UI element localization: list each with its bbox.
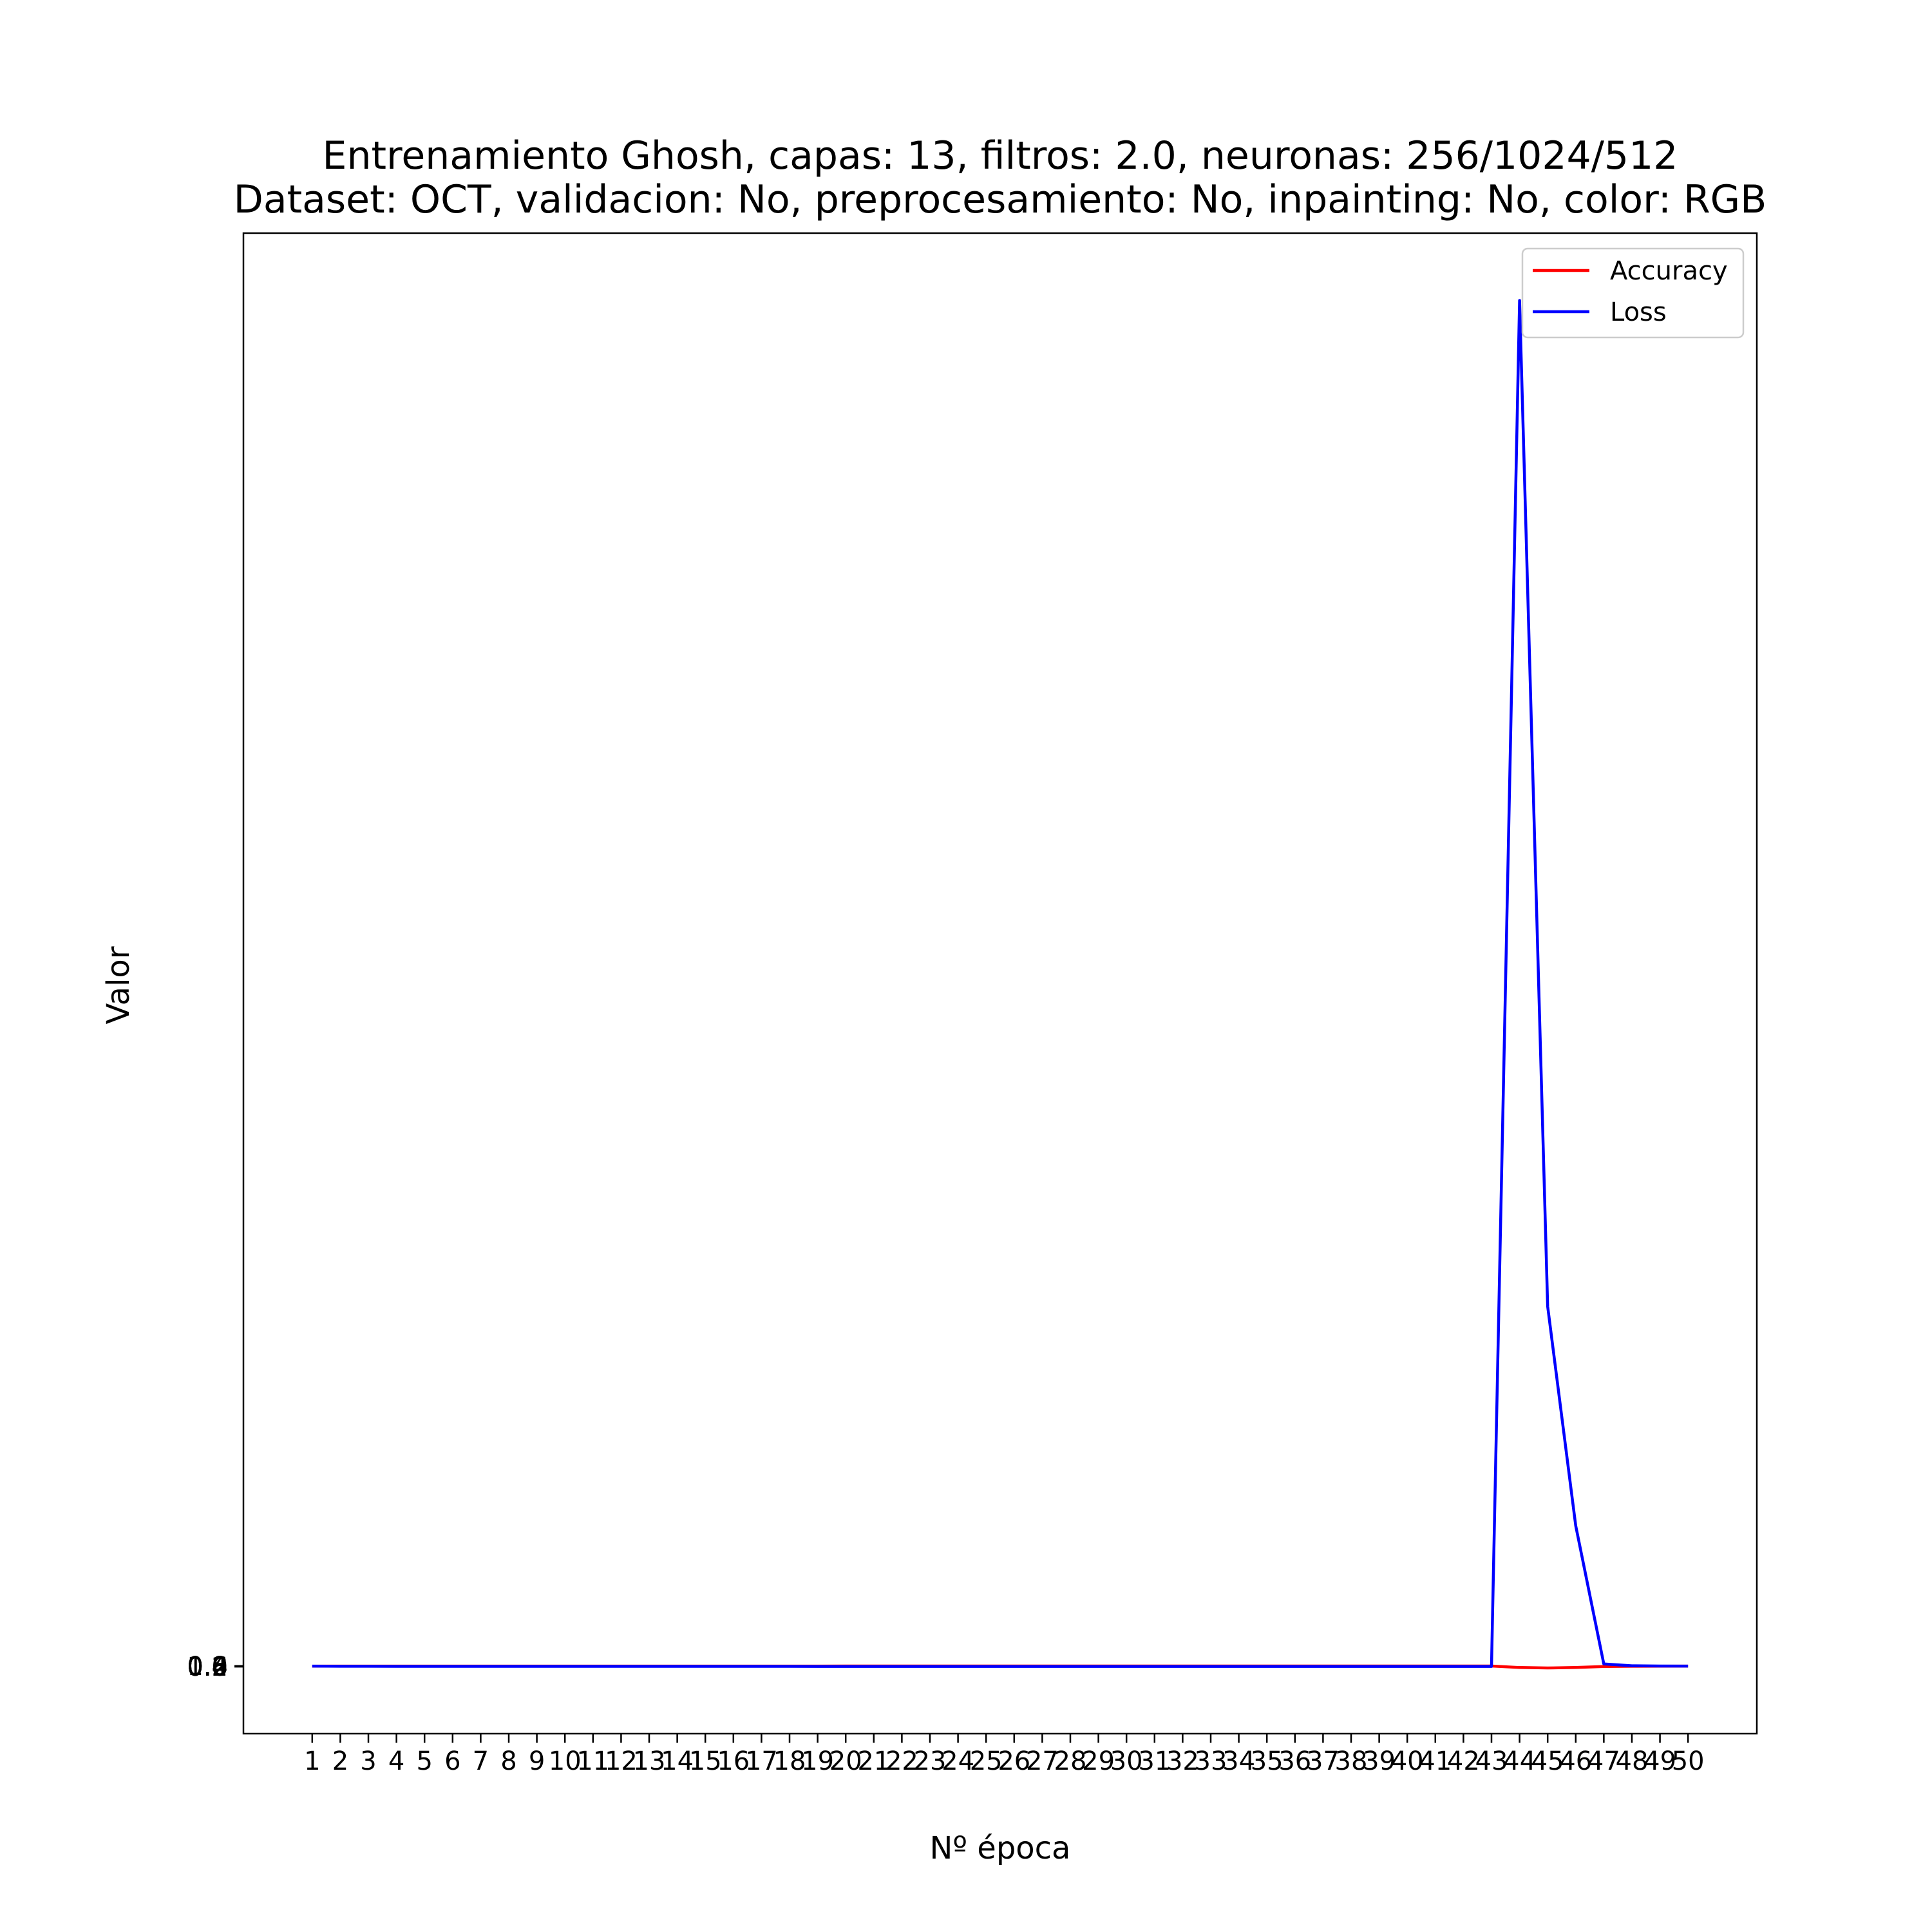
y-tick-label: 1.0	[187, 1652, 228, 1681]
x-tick-label: 37	[1307, 1747, 1340, 1776]
x-tick-label: 50	[1672, 1747, 1705, 1776]
x-tick-label: 16	[717, 1747, 750, 1776]
x-tick-label: 22	[886, 1747, 918, 1776]
x-tick-label: 20	[829, 1747, 862, 1776]
x-tick-label: 28	[1054, 1747, 1087, 1776]
series-line-loss	[312, 299, 1689, 1668]
x-tick-label: 21	[857, 1747, 890, 1776]
x-tick-label: 25	[970, 1747, 1003, 1776]
x-tick-label: 27	[1026, 1747, 1059, 1776]
x-tick-label: 24	[942, 1747, 974, 1776]
x-tick-label: 45	[1531, 1747, 1564, 1776]
x-tick-label: 18	[773, 1747, 806, 1776]
x-tick-label: 44	[1503, 1747, 1536, 1776]
x-tick-label: 10	[549, 1747, 582, 1776]
x-tick-label: 3	[360, 1747, 376, 1776]
x-tick-label: 31	[1138, 1747, 1171, 1776]
x-tick-label: 40	[1391, 1747, 1424, 1776]
x-tick-label: 8	[500, 1747, 516, 1776]
x-tick-label: 7	[473, 1747, 489, 1776]
x-tick-label: 12	[605, 1747, 638, 1776]
y-tick-label: 0.6	[187, 1652, 228, 1681]
x-tick-label: 32	[1166, 1747, 1199, 1776]
x-tick-label: 49	[1643, 1747, 1676, 1776]
x-tick-label: 48	[1616, 1747, 1649, 1776]
x-tick-label: 33	[1195, 1747, 1227, 1776]
x-tick-label: 9	[529, 1747, 545, 1776]
x-tick-label: 39	[1363, 1747, 1396, 1776]
x-tick-label: 30	[1110, 1747, 1143, 1776]
x-tick-label: 43	[1475, 1747, 1508, 1776]
legend-loss-label: Loss	[1610, 298, 1667, 327]
x-tick-label: 26	[998, 1747, 1030, 1776]
x-axis-ticks: 1 2 3 4 5 6 7 8 9 1011121314151617181920212223242…	[304, 1734, 1705, 1776]
x-tick-label: 36	[1278, 1747, 1311, 1776]
chart-title: Entrenamiento Ghosh, capas: 13, filtros:…	[323, 133, 1678, 178]
x-tick-label: 2	[332, 1747, 348, 1776]
y-tick-label: 0.0	[187, 1653, 228, 1682]
x-axis-label: Nº época	[930, 1830, 1071, 1866]
x-tick-label: 29	[1082, 1747, 1115, 1776]
x-tick-label: 17	[745, 1747, 778, 1776]
x-tick-label: 6	[444, 1747, 460, 1776]
chart-subtitle: Dataset: OCT, validacion: No, preprocesa…	[234, 177, 1767, 222]
y-axis-ticks: 0.00.20.40.60.81.0	[187, 1652, 243, 1682]
x-tick-label: 46	[1559, 1747, 1592, 1776]
y-axis-label: Valor	[100, 946, 137, 1024]
x-tick-label: 38	[1335, 1747, 1368, 1776]
x-tick-label: 5	[416, 1747, 432, 1776]
legend-accuracy-label: Accuracy	[1610, 256, 1728, 286]
plot-frame	[242, 232, 1758, 1735]
plot-area	[312, 299, 1689, 1670]
x-tick-label: 15	[689, 1747, 722, 1776]
x-tick-label: 41	[1419, 1747, 1452, 1776]
x-tick-label: 14	[661, 1747, 694, 1776]
x-tick-label: 13	[633, 1747, 666, 1776]
x-tick-label: 34	[1222, 1747, 1255, 1776]
x-tick-label: 23	[914, 1747, 947, 1776]
y-tick-label: 0.8	[187, 1652, 228, 1681]
x-tick-label: 1	[304, 1747, 320, 1776]
x-tick-label: 47	[1587, 1747, 1620, 1776]
x-tick-label: 19	[801, 1747, 834, 1776]
y-tick-label: 0.4	[187, 1653, 228, 1682]
x-tick-label: 42	[1447, 1747, 1480, 1776]
x-tick-label: 11	[576, 1747, 609, 1776]
x-tick-label: 35	[1251, 1747, 1283, 1776]
y-tick-label: 0.2	[187, 1653, 228, 1682]
x-tick-label: 4	[388, 1747, 404, 1776]
legend: Accuracy Loss	[1521, 247, 1745, 339]
